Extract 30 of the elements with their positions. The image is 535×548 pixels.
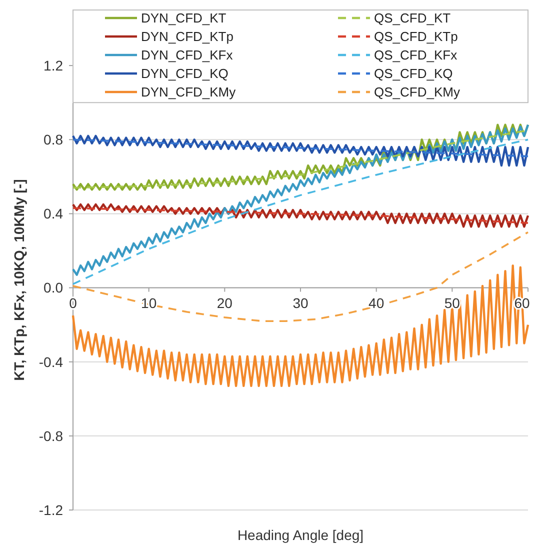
x-tick-label: 0: [69, 294, 78, 311]
legend-label: QS_CFD_KMy: [374, 84, 460, 100]
legend-label: QS_CFD_KTp: [374, 29, 458, 44]
y-tick-label: -0.8: [38, 428, 64, 444]
line-series: [72, 138, 529, 285]
legend-label: DYN_CFD_KT: [141, 10, 226, 26]
y-tick-label: 0.4: [44, 206, 64, 222]
legend-label: QS_CFD_KQ: [374, 66, 453, 81]
line-series: [72, 264, 530, 388]
x-tick-label: 30: [292, 294, 308, 311]
line-series: [72, 138, 529, 158]
y-tick-label: 0.0: [44, 280, 64, 296]
x-tick-label: 20: [216, 294, 233, 311]
legend-label: DYN_CFD_KFx: [141, 48, 234, 62]
legend-label: QS_CFD_KT: [374, 10, 451, 26]
line-series: [72, 134, 530, 167]
y-tick-label: 1.2: [44, 57, 64, 74]
legend-label: DYN_CFD_KMy: [141, 84, 236, 100]
legend-label: DYN_CFD_KQ: [141, 66, 228, 81]
y-tick-label: -1.2: [38, 502, 64, 518]
x-axis-title: Heading Angle [deg]: [237, 527, 364, 543]
line-series: [72, 124, 530, 276]
y-axis-title: KT, KTp, KFx, 10KQ, 10KMy [-]: [11, 179, 27, 381]
line-series: [72, 203, 530, 228]
line-series: [72, 207, 529, 224]
x-tick-label: 40: [368, 294, 384, 311]
y-tick-label: -0.4: [38, 354, 64, 370]
y-tick-label: 0.8: [44, 132, 64, 148]
legend-label: QS_CFD_KFx: [374, 48, 458, 62]
legend-label: DYN_CFD_KTp: [141, 29, 234, 44]
